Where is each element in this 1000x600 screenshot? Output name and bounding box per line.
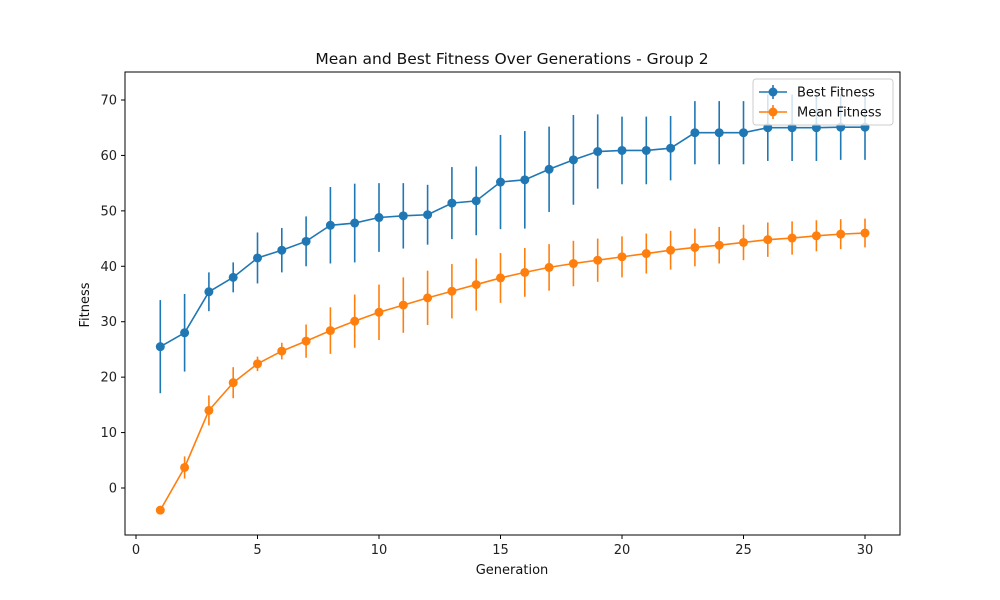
y-tick-label-1: 10	[100, 426, 117, 441]
mean-fitness-point	[690, 242, 700, 252]
legend-best-fitness-marker	[768, 87, 778, 97]
y-axis-label: Fitness	[78, 282, 93, 327]
mean-fitness-point	[811, 231, 821, 241]
best-fitness-point	[617, 145, 627, 155]
best-fitness-point	[520, 175, 530, 185]
x-tick-label-3: 15	[492, 543, 509, 558]
best-fitness-point	[423, 210, 433, 220]
best-fitness-point	[568, 155, 578, 165]
y-tick-label-3: 30	[100, 315, 117, 330]
mean-fitness-point	[787, 233, 797, 243]
best-fitness-point	[690, 128, 700, 138]
best-fitness-point	[350, 218, 360, 228]
legend-mean-fitness-label: Mean Fitness	[797, 106, 882, 121]
mean-fitness-point	[325, 326, 335, 336]
mean-fitness-point	[374, 307, 384, 317]
y-tick-label-4: 40	[100, 260, 117, 275]
mean-fitness-point	[544, 262, 554, 272]
legend: Best Fitness Mean Fitness	[752, 78, 894, 126]
best-fitness-point	[301, 236, 311, 246]
mean-fitness-point	[617, 252, 627, 262]
best-fitness-series	[155, 94, 870, 394]
mean-fitness-point	[739, 237, 748, 247]
best-fitness-point	[471, 196, 481, 206]
best-fitness-point	[593, 147, 603, 157]
axes-frame	[124, 71, 901, 536]
best-fitness-point	[496, 177, 505, 187]
mean-fitness-point	[180, 462, 190, 472]
mean-fitness-point	[253, 359, 262, 369]
mean-fitness-point	[350, 316, 360, 326]
x-tick-label-4: 20	[614, 543, 631, 558]
mean-fitness-point	[641, 249, 651, 259]
x-tick-label-0: 0	[132, 543, 140, 558]
mean-fitness-point	[155, 505, 165, 515]
x-tick-label-5: 25	[735, 543, 752, 558]
y-tick-label-0: 0	[109, 482, 117, 497]
best-fitness-point	[544, 164, 554, 174]
best-fitness-point	[228, 272, 238, 282]
legend-mean-fitness-marker	[768, 107, 778, 117]
x-tick-label-6: 30	[857, 543, 874, 558]
best-fitness-point	[325, 220, 335, 230]
best-fitness-point	[277, 245, 287, 255]
mean-fitness-point	[204, 405, 214, 415]
mean-fitness-point	[277, 346, 287, 356]
mean-fitness-point	[836, 229, 846, 239]
mean-fitness-point	[496, 273, 505, 283]
best-fitness-point	[641, 145, 651, 155]
best-fitness-point	[739, 128, 748, 138]
mean-fitness-point	[666, 245, 676, 255]
legend-best-fitness-label: Best Fitness	[797, 86, 875, 101]
mean-fitness-line	[159, 232, 866, 511]
best-fitness-point	[180, 328, 190, 338]
mean-fitness-point	[860, 228, 870, 238]
x-tick-label-2: 10	[371, 543, 388, 558]
mean-fitness-point	[763, 235, 773, 245]
best-fitness-point	[398, 211, 408, 221]
best-fitness-point	[374, 213, 384, 223]
best-fitness-point	[714, 128, 724, 138]
mean-fitness-point	[593, 255, 603, 265]
best-fitness-line	[159, 126, 865, 348]
mean-fitness-point	[228, 378, 238, 388]
legend-box	[752, 78, 894, 126]
x-axis-label: Generation	[476, 563, 549, 578]
mean-fitness-point	[301, 336, 311, 346]
mean-fitness-point	[398, 300, 408, 310]
mean-fitness-point	[423, 293, 433, 303]
y-tick-label-2: 20	[100, 371, 117, 386]
mean-fitness-point	[520, 267, 530, 277]
mean-fitness-point	[471, 280, 481, 290]
chart-title: Mean and Best Fitness Over Generations -…	[315, 50, 708, 68]
x-tick-label-1: 5	[253, 543, 261, 558]
best-fitness-point	[666, 143, 676, 153]
best-fitness-point	[253, 253, 262, 263]
mean-fitness-series	[155, 218, 870, 515]
mean-fitness-point	[714, 240, 724, 250]
best-fitness-point	[447, 198, 457, 208]
best-fitness-point	[155, 342, 165, 352]
best-fitness-point	[204, 287, 214, 297]
mean-fitness-point	[568, 259, 578, 269]
y-tick-label-6: 60	[100, 149, 117, 164]
plot-area: 0 5 10 15 20 25 30 0 10 20 30 40 50 60 70	[100, 71, 901, 558]
y-tick-label-5: 50	[100, 204, 117, 219]
mean-fitness-point	[447, 286, 457, 296]
y-tick-label-7: 70	[100, 94, 117, 109]
